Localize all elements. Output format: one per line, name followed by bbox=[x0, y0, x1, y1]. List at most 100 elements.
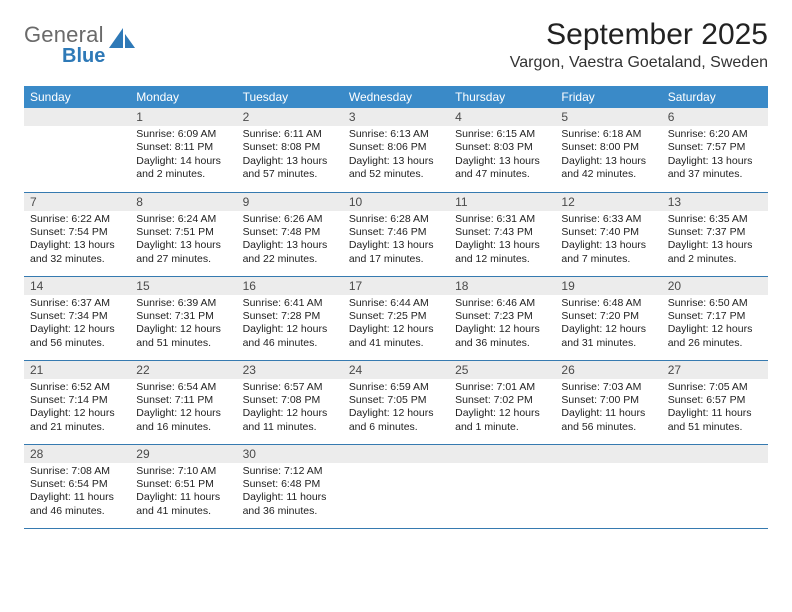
day-number: 23 bbox=[237, 361, 343, 379]
day-details: Sunrise: 6:39 AMSunset: 7:31 PMDaylight:… bbox=[130, 295, 236, 355]
sunset-text: Sunset: 7:43 PM bbox=[455, 226, 549, 239]
sunset-text: Sunset: 7:46 PM bbox=[349, 226, 443, 239]
sunrise-text: Sunrise: 7:12 AM bbox=[243, 465, 337, 478]
day-details: Sunrise: 6:59 AMSunset: 7:05 PMDaylight:… bbox=[343, 379, 449, 439]
day-number: 25 bbox=[449, 361, 555, 379]
day-number: 19 bbox=[555, 277, 661, 295]
calendar-cell: 16Sunrise: 6:41 AMSunset: 7:28 PMDayligh… bbox=[237, 276, 343, 360]
day-details: Sunrise: 6:54 AMSunset: 7:11 PMDaylight:… bbox=[130, 379, 236, 439]
day-details: Sunrise: 6:50 AMSunset: 7:17 PMDaylight:… bbox=[662, 295, 768, 355]
day-details bbox=[662, 463, 768, 469]
calendar-cell: 25Sunrise: 7:01 AMSunset: 7:02 PMDayligh… bbox=[449, 360, 555, 444]
sunrise-text: Sunrise: 6:37 AM bbox=[30, 297, 124, 310]
calendar-cell: 1Sunrise: 6:09 AMSunset: 8:11 PMDaylight… bbox=[130, 108, 236, 192]
day-number: 30 bbox=[237, 445, 343, 463]
sunset-text: Sunset: 7:34 PM bbox=[30, 310, 124, 323]
calendar-cell: 5Sunrise: 6:18 AMSunset: 8:00 PMDaylight… bbox=[555, 108, 661, 192]
day-details: Sunrise: 6:11 AMSunset: 8:08 PMDaylight:… bbox=[237, 126, 343, 186]
header: General Blue September 2025 Vargon, Vaes… bbox=[24, 18, 768, 80]
day-number: 17 bbox=[343, 277, 449, 295]
calendar-week-row: 21 Sunrise: 6:52 AMSunset: 7:14 PM Dayligh… bbox=[24, 360, 768, 444]
sunrise-text: Sunrise: 6:18 AM bbox=[561, 128, 655, 141]
logo-word1: General bbox=[24, 22, 104, 47]
sunrise-text: Sunrise: 6:15 AM bbox=[455, 128, 549, 141]
sunrise-text: Sunrise: 6:46 AM bbox=[455, 297, 549, 310]
day-number bbox=[24, 108, 130, 126]
day-details: Sunrise: 6:33 AMSunset: 7:40 PMDaylight:… bbox=[555, 211, 661, 271]
sunset-text: Sunset: 7:31 PM bbox=[136, 310, 230, 323]
calendar-cell bbox=[343, 444, 449, 528]
day-number: 11 bbox=[449, 193, 555, 211]
sunset-text: Sunset: 6:54 PM bbox=[30, 478, 124, 491]
daylight-text: Daylight: 13 hours and 57 minutes. bbox=[243, 155, 337, 182]
day-details: Sunrise: 6:41 AMSunset: 7:28 PMDaylight:… bbox=[237, 295, 343, 355]
calendar-cell: 6Sunrise: 6:20 AMSunset: 7:57 PMDaylight… bbox=[662, 108, 768, 192]
sunset-text: Sunset: 7:28 PM bbox=[243, 310, 337, 323]
sunset-text: Sunset: 7:17 PM bbox=[668, 310, 762, 323]
day-details: Sunrise: 7:01 AMSunset: 7:02 PMDaylight:… bbox=[449, 379, 555, 439]
weekday-header: Saturday bbox=[662, 86, 768, 108]
calendar-cell: 4Sunrise: 6:15 AMSunset: 8:03 PMDaylight… bbox=[449, 108, 555, 192]
daylight-text: Daylight: 13 hours and 27 minutes. bbox=[136, 239, 230, 266]
sunrise-text: Sunrise: 6:11 AM bbox=[243, 128, 337, 141]
day-details: Sunrise: 7:08 AMSunset: 6:54 PMDaylight:… bbox=[24, 463, 130, 523]
day-number: 1 bbox=[130, 108, 236, 126]
title-block: September 2025 Vargon, Vaestra Goetaland… bbox=[510, 18, 768, 80]
day-number bbox=[662, 445, 768, 463]
sunset-text: Sunset: 6:57 PM bbox=[668, 394, 762, 407]
weekday-header: Friday bbox=[555, 86, 661, 108]
daylight-text: Daylight: 13 hours and 2 minutes. bbox=[668, 239, 762, 266]
day-number: 2 bbox=[237, 108, 343, 126]
daylight-text: Daylight: 13 hours and 37 minutes. bbox=[668, 155, 762, 182]
sunrise-text: Sunrise: 6:20 AM bbox=[668, 128, 762, 141]
weekday-header: Wednesday bbox=[343, 86, 449, 108]
day-details: Sunrise: 6:37 AMSunset: 7:34 PMDaylight:… bbox=[24, 295, 130, 355]
sunset-text: Sunset: 7:37 PM bbox=[668, 226, 762, 239]
daylight-text: Daylight: 11 hours and 56 minutes. bbox=[561, 407, 655, 434]
sunset-text: Sunset: 7:08 PM bbox=[243, 394, 337, 407]
day-details: Sunrise: 6:22 AMSunset: 7:54 PMDaylight:… bbox=[24, 211, 130, 271]
daylight-text: Daylight: 13 hours and 17 minutes. bbox=[349, 239, 443, 266]
day-details: Sunrise: 6:48 AMSunset: 7:20 PMDaylight:… bbox=[555, 295, 661, 355]
calendar-cell: 12Sunrise: 6:33 AMSunset: 7:40 PMDayligh… bbox=[555, 192, 661, 276]
day-number: 6 bbox=[662, 108, 768, 126]
calendar-week-row: 28Sunrise: 7:08 AMSunset: 6:54 PMDayligh… bbox=[24, 444, 768, 528]
calendar-cell: 23Sunrise: 6:57 AMSunset: 7:08 PMDayligh… bbox=[237, 360, 343, 444]
sunrise-text: Sunrise: 6:52 AM bbox=[30, 381, 124, 394]
sunset-text: Sunset: 7:25 PM bbox=[349, 310, 443, 323]
day-details: Sunrise: 6:28 AMSunset: 7:46 PMDaylight:… bbox=[343, 211, 449, 271]
sunrise-text: Sunrise: 6:28 AM bbox=[349, 213, 443, 226]
sunset-text: Sunset: 8:06 PM bbox=[349, 141, 443, 154]
sunset-text: Sunset: 7:51 PM bbox=[136, 226, 230, 239]
daylight-text: Daylight: 11 hours and 51 minutes. bbox=[668, 407, 762, 434]
calendar-cell: 2Sunrise: 6:11 AMSunset: 8:08 PMDaylight… bbox=[237, 108, 343, 192]
sunrise-text: Sunrise: 7:03 AM bbox=[561, 381, 655, 394]
day-number bbox=[555, 445, 661, 463]
calendar-cell: 15Sunrise: 6:39 AMSunset: 7:31 PMDayligh… bbox=[130, 276, 236, 360]
day-number: 21 bbox=[24, 361, 130, 379]
sunrise-text: Sunrise: 7:10 AM bbox=[136, 465, 230, 478]
calendar-cell: 9Sunrise: 6:26 AMSunset: 7:48 PMDaylight… bbox=[237, 192, 343, 276]
sunset-text: Sunset: 8:11 PM bbox=[136, 141, 230, 154]
day-number: 28 bbox=[24, 445, 130, 463]
calendar-cell: 11 Sunrise: 6:31 AMSunset: 7:43 PMDayligh… bbox=[449, 192, 555, 276]
daylight-text: Daylight: 12 hours and 11 minutes. bbox=[243, 407, 337, 434]
calendar-cell: 28Sunrise: 7:08 AMSunset: 6:54 PMDayligh… bbox=[24, 444, 130, 528]
day-details bbox=[24, 126, 130, 132]
calendar-cell: 3Sunrise: 6:13 AMSunset: 8:06 PMDaylight… bbox=[343, 108, 449, 192]
calendar-table: SundayMondayTuesdayWednesdayThursdayFrid… bbox=[24, 86, 768, 529]
day-details: Sunrise: 7:12 AMSunset: 6:48 PMDaylight:… bbox=[237, 463, 343, 523]
sunrise-text: Sunrise: 6:31 AM bbox=[455, 213, 549, 226]
day-number: 8 bbox=[130, 193, 236, 211]
sunrise-text: Sunrise: 6:48 AM bbox=[561, 297, 655, 310]
weekday-header: Tuesday bbox=[237, 86, 343, 108]
sunrise-text: Sunrise: 6:09 AM bbox=[136, 128, 230, 141]
weekday-header: Thursday bbox=[449, 86, 555, 108]
day-number: 9 bbox=[237, 193, 343, 211]
calendar-week-row: 14Sunrise: 6:37 AMSunset: 7:34 PMDayligh… bbox=[24, 276, 768, 360]
day-number: 10 bbox=[343, 193, 449, 211]
daylight-text: Daylight: 13 hours and 7 minutes. bbox=[561, 239, 655, 266]
sunset-text: Sunset: 7:14 PM bbox=[30, 394, 124, 407]
day-number: 29 bbox=[130, 445, 236, 463]
daylight-text: Daylight: 13 hours and 12 minutes. bbox=[455, 239, 549, 266]
